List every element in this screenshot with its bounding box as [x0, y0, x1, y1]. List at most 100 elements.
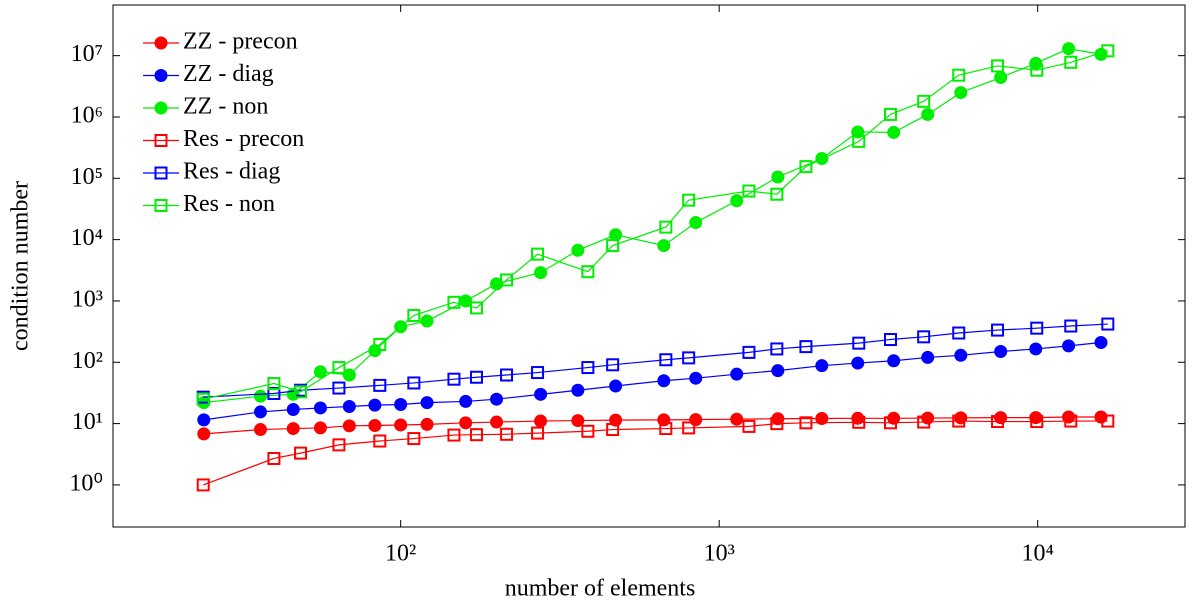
point [815, 412, 829, 426]
point [1029, 56, 1043, 70]
point [581, 424, 595, 438]
point [1062, 42, 1076, 56]
point [294, 446, 308, 460]
legend-marker [154, 134, 168, 147]
point [606, 423, 620, 437]
point [469, 370, 483, 384]
point [420, 396, 434, 410]
series-line [203, 323, 1108, 398]
point [852, 336, 866, 350]
point [459, 416, 473, 430]
point [196, 392, 210, 406]
point [394, 397, 408, 411]
point [469, 428, 483, 442]
point [368, 398, 382, 412]
point [954, 348, 968, 362]
point [954, 86, 968, 100]
point [887, 125, 901, 139]
point [1094, 336, 1108, 350]
point [682, 193, 696, 207]
point [368, 419, 382, 433]
point [342, 400, 356, 414]
point [407, 432, 421, 446]
point [887, 354, 901, 368]
point [531, 366, 545, 380]
point [531, 426, 545, 440]
plot-frame [112, 4, 1186, 528]
point [689, 413, 703, 427]
legend: ZZ - precon ZZ - diag ZZ - non Res - precon… [128, 20, 388, 242]
series-line [203, 420, 1108, 486]
point [459, 394, 473, 408]
point [952, 68, 966, 82]
point [852, 134, 866, 148]
point [500, 427, 514, 441]
point [490, 392, 504, 406]
point [799, 160, 813, 174]
point [917, 94, 931, 108]
point [689, 371, 703, 385]
point [994, 344, 1008, 358]
point [267, 386, 281, 400]
point [1094, 410, 1108, 424]
point [469, 301, 483, 315]
point [883, 416, 897, 430]
x-tick-label: 10⁴ [1022, 541, 1054, 567]
point [1030, 415, 1044, 429]
y-tick-label: 10⁵ [71, 164, 103, 190]
point [267, 451, 281, 465]
legend-marker [154, 166, 168, 180]
point [571, 243, 585, 257]
point [500, 368, 514, 382]
point [534, 266, 548, 280]
point [1064, 414, 1078, 428]
point [883, 107, 897, 121]
point [606, 239, 620, 253]
point [1101, 414, 1115, 428]
y-tick-label: 10² [72, 348, 103, 374]
point [771, 170, 785, 184]
point [253, 389, 267, 403]
point [407, 376, 421, 390]
y-tick-label: 10⁴ [71, 225, 103, 251]
point [531, 247, 545, 261]
point [286, 422, 300, 436]
point [1064, 319, 1078, 333]
point [851, 356, 865, 370]
legend-label: Res - diag [183, 159, 280, 185]
legend-marker [154, 36, 168, 50]
point [606, 358, 620, 372]
point [682, 351, 696, 365]
legend-label: Res - precon [183, 126, 304, 152]
point [253, 423, 267, 437]
point [1101, 317, 1115, 331]
point [490, 415, 504, 429]
point [253, 405, 267, 419]
point [342, 419, 356, 433]
point [991, 415, 1005, 429]
point [286, 402, 300, 416]
legend-marker [154, 199, 168, 212]
point [952, 414, 966, 428]
point [394, 418, 408, 432]
point [730, 367, 744, 381]
point [197, 413, 211, 427]
point [332, 438, 346, 452]
point [1030, 63, 1044, 77]
point [991, 59, 1005, 73]
point [373, 378, 387, 392]
point [342, 368, 356, 382]
point [799, 416, 813, 430]
y-tick-label: 10⁰ [69, 470, 103, 496]
point [682, 421, 696, 435]
x-tick-label: 10² [385, 541, 416, 567]
point [917, 415, 931, 429]
point [742, 184, 756, 198]
x-tick-label: 10³ [704, 541, 735, 567]
point [1064, 55, 1078, 69]
point [917, 330, 931, 344]
point [921, 350, 935, 364]
legend-marker [154, 101, 168, 115]
legend-label: ZZ - diag [183, 61, 274, 87]
